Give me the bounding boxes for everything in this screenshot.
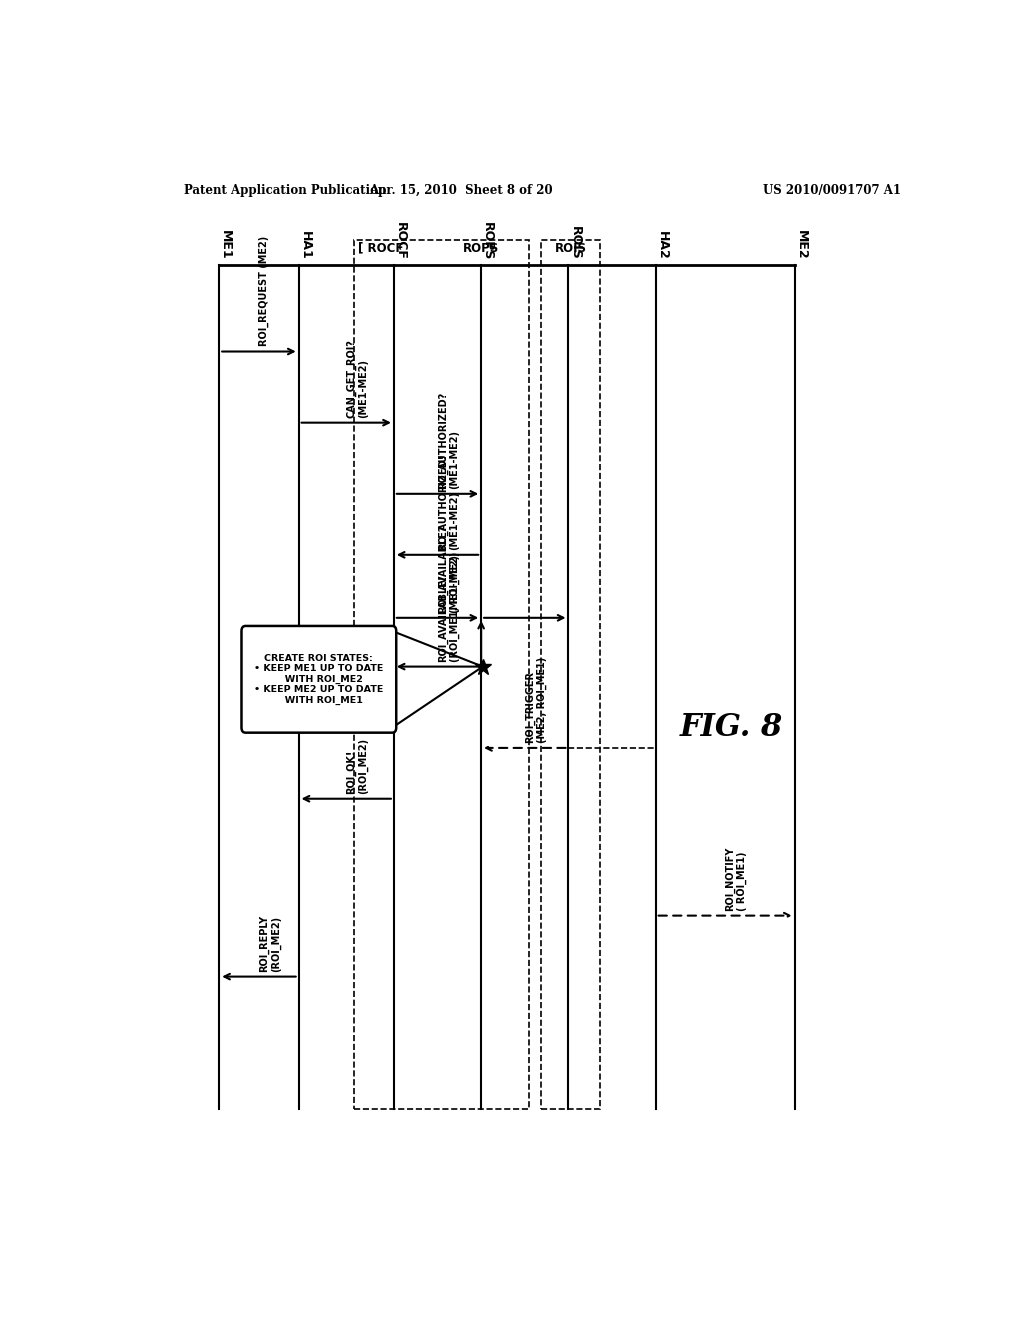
Bar [354, 240, 528, 1109]
Text: ROIS: ROIS [554, 242, 587, 255]
Text: Apr. 15, 2010  Sheet 8 of 20: Apr. 15, 2010 Sheet 8 of 20 [370, 183, 553, 197]
Text: ME2: ME2 [795, 231, 808, 260]
Text: ROI_OK!
(ROI_ME2): ROI_OK! (ROI_ME2) [346, 738, 369, 793]
FancyBboxPatch shape [242, 626, 396, 733]
Text: ROI_REPLY
(ROI_ME2): ROI_REPLY (ROI_ME2) [259, 915, 281, 972]
Text: CAN_GET_ROI?
(ME1-ME2): CAN_GET_ROI? (ME1-ME2) [346, 339, 368, 417]
Text: ROI_NOTIFY
( ROI_ME1): ROI_NOTIFY ( ROI_ME1) [725, 846, 746, 911]
Text: RO_AUTHORIZED?
(ME1-ME2): RO_AUTHORIZED? (ME1-ME2) [437, 392, 460, 488]
Text: ROI_TRIGGER
(ME2, ROI_ME1): ROI_TRIGGER (ME2, ROI_ME1) [524, 656, 547, 743]
Text: FIG. 8: FIG. 8 [680, 711, 782, 743]
Text: ME1: ME1 [219, 231, 232, 260]
Text: ROI_AVAILABLE?
(ME1-ME2): ROI_AVAILABLE? (ME1-ME2) [437, 524, 460, 612]
Text: HA1: HA1 [299, 231, 311, 260]
Text: [ ROCF: [ ROCF [358, 242, 403, 255]
Text: ROI_REQUEST (ME2): ROI_REQUEST (ME2) [259, 236, 269, 346]
Text: HA2: HA2 [655, 231, 669, 260]
Text: CREATE ROI STATES:
• KEEP ME1 UP TO DATE
   WITH ROI_ME2
• KEEP ME2 UP TO DATE
 : CREATE ROI STATES: • KEEP ME1 UP TO DATE… [254, 653, 384, 705]
Bar [541, 240, 600, 1109]
Text: US 2010/0091707 A1: US 2010/0091707 A1 [763, 183, 901, 197]
Text: RO_AUTHORIZED!
(ME1-ME2): RO_AUTHORIZED! (ME1-ME2) [437, 454, 460, 549]
Text: ROIS: ROIS [568, 226, 582, 260]
Text: ROPS: ROPS [481, 222, 495, 260]
Text: ROPS: ROPS [463, 242, 500, 255]
Text: Patent Application Publication: Patent Application Publication [183, 183, 386, 197]
Text: ROCF: ROCF [394, 222, 407, 260]
Text: ROI_AVAILABLE!
(ROI_ME1, ROI_ME2): ROI_AVAILABLE! (ROI_ME1, ROI_ME2) [437, 552, 460, 661]
